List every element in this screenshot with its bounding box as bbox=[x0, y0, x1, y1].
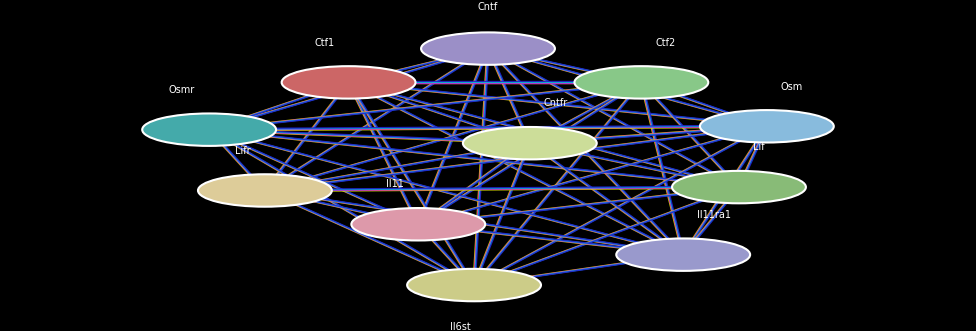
Circle shape bbox=[463, 127, 596, 160]
Text: Osmr: Osmr bbox=[169, 85, 195, 95]
Text: Il6st: Il6st bbox=[450, 321, 470, 331]
Text: Osm: Osm bbox=[781, 81, 803, 91]
Text: Ctf2: Ctf2 bbox=[655, 38, 675, 48]
Text: Il11ra1: Il11ra1 bbox=[697, 210, 731, 220]
Text: Ctf1: Ctf1 bbox=[314, 38, 335, 48]
Circle shape bbox=[672, 171, 806, 203]
Circle shape bbox=[421, 32, 555, 65]
Circle shape bbox=[575, 66, 709, 99]
Text: Il11: Il11 bbox=[386, 179, 404, 189]
Text: Lifr: Lifr bbox=[235, 146, 251, 156]
Circle shape bbox=[700, 110, 834, 143]
Text: Cntfr: Cntfr bbox=[544, 98, 568, 108]
Text: Cntf: Cntf bbox=[478, 2, 498, 12]
Circle shape bbox=[142, 114, 276, 146]
Circle shape bbox=[282, 66, 416, 99]
Circle shape bbox=[407, 269, 541, 301]
Circle shape bbox=[351, 208, 485, 240]
Text: Lif: Lif bbox=[752, 142, 764, 152]
Circle shape bbox=[198, 174, 332, 207]
Circle shape bbox=[616, 238, 751, 271]
